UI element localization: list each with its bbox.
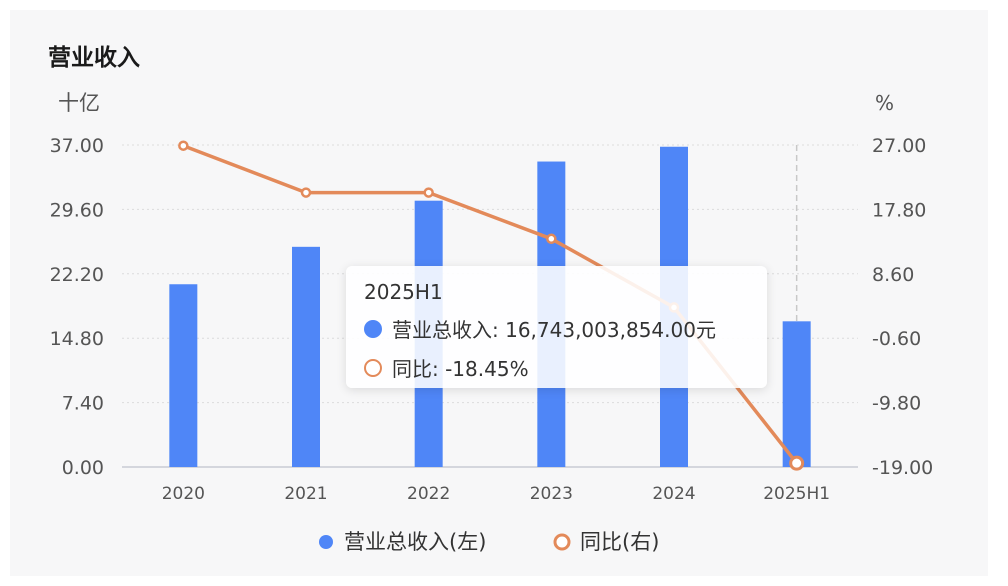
tooltip-revenue-text: 营业总收入: 16,743,003,854.00元 (392, 318, 716, 342)
x-tick-label: 2022 (407, 484, 450, 504)
line-point (789, 455, 805, 471)
right-axis-unit: % (875, 91, 894, 115)
right-tick-label: -19.00 (872, 457, 933, 479)
bar (782, 321, 811, 467)
right-tick-label: -0.60 (872, 328, 921, 350)
left-tick-label: 37.00 (50, 135, 104, 157)
left-tick-label: 7.40 (62, 393, 104, 415)
bar-layer (169, 146, 811, 467)
left-tick-label: 22.20 (50, 264, 104, 286)
line-point (300, 187, 312, 198)
right-tick-label: 27.00 (872, 135, 926, 157)
left-tick-label: 0.00 (62, 457, 104, 479)
x-tick-label: 2021 (284, 484, 327, 504)
chart-title: 营业收入 (48, 45, 140, 71)
tooltip-bar-marker (364, 319, 382, 338)
right-tick-label: 17.80 (872, 199, 926, 221)
left-tick-label: 14.80 (50, 328, 104, 350)
x-tick-label: 2023 (530, 484, 573, 504)
bar (292, 246, 320, 467)
left-axis-unit: 十亿 (58, 91, 100, 115)
x-tick-label: 2024 (652, 484, 695, 504)
legend: 营业总收入(左) 同比(右) (319, 530, 659, 554)
tooltip-row-revenue: 营业总收入: 16,743,003,854.00元 (364, 314, 749, 343)
bar (169, 284, 198, 467)
legend-bar-marker (319, 535, 333, 549)
tooltip-title: 2025H1 (364, 280, 443, 304)
tooltip-row-yoy: 同比: -18.45% (364, 353, 749, 382)
line-point (423, 187, 434, 198)
x-tick-label: 2025H1 (763, 484, 830, 504)
right-tick-label: 8.60 (872, 264, 914, 286)
tooltip-yoy-text: 同比: -18.45% (392, 357, 529, 381)
grid-layer (122, 144, 858, 467)
left-tick-label: 29.60 (50, 199, 104, 221)
tooltip-line-marker (364, 358, 382, 377)
legend-bar-label: 营业总收入(左) (344, 530, 486, 554)
legend-line-label: 同比(右) (580, 530, 659, 554)
line-point (178, 140, 189, 151)
right-tick-label: -9.80 (872, 393, 921, 415)
axis-layer: 0.00 -19.00 7.40 -9.80 14.80 -0.60 22.20 8.60 29… (50, 91, 934, 504)
line-point (546, 233, 557, 245)
x-tick-label: 2020 (162, 484, 205, 504)
legend-line-marker (553, 533, 571, 551)
tooltip: 2025H1 营业总收入: 16,743,003,854.00元 同比: -18… (346, 266, 767, 388)
